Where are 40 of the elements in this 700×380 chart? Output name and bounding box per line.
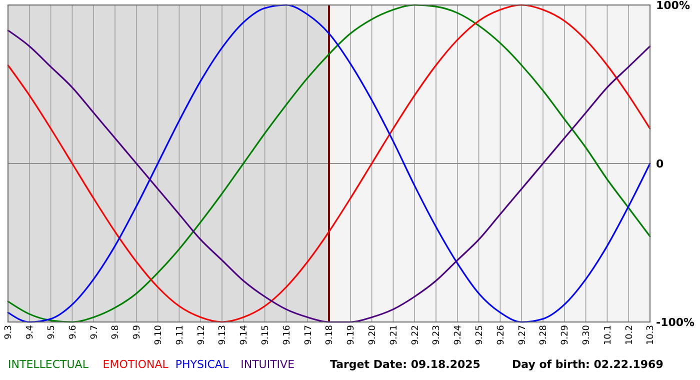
- x-tick-label: 9.14: [240, 324, 250, 346]
- x-tick-label: 10.1: [603, 325, 614, 346]
- x-tick-label: 9.23: [432, 325, 442, 346]
- x-tick-label: 9.17: [304, 325, 314, 346]
- text: EMOTIONAL: [102, 358, 170, 371]
- x-tick-label: 9.7: [90, 325, 100, 340]
- text: Target Date: 09.18.2025: [330, 358, 480, 371]
- x-tick-label: 9.6: [68, 324, 78, 340]
- text: PHYSICAL: [175, 358, 230, 371]
- x-tick-label: 9.5: [46, 325, 57, 340]
- x-tick-label: 9.26: [496, 324, 506, 346]
- x-tick-label: 9.9: [132, 324, 143, 340]
- y-tick-label: -100%: [656, 316, 695, 329]
- x-tick-label: 9.20: [368, 324, 378, 346]
- y-tick-label: 100%: [656, 0, 690, 12]
- y-tick-label: 0: [656, 157, 664, 170]
- x-tick-label: 9.8: [111, 324, 122, 340]
- x-tick-label: 9.22: [410, 325, 421, 346]
- x-tick-label: 10.2: [624, 325, 635, 346]
- x-tick-label: 9.29: [560, 324, 571, 346]
- x-tick-label: 9.27: [518, 325, 528, 346]
- x-tick-label: 9.18: [325, 324, 336, 346]
- x-tick-label: 9.28: [539, 324, 550, 346]
- x-tick-label: 10.3: [646, 325, 656, 346]
- x-tick-label: 9.12: [196, 325, 207, 346]
- x-tick-label: 9.19: [346, 324, 357, 346]
- x-tick-label: 9.24: [454, 324, 464, 346]
- x-tick-label: 9.13: [218, 325, 228, 346]
- x-tick-label: 9.21: [389, 325, 400, 346]
- x-tick-label: 9.4: [26, 324, 36, 340]
- text: Day of birth: 02.22.1969: [512, 358, 664, 371]
- x-tick-label: 9.25: [474, 325, 485, 346]
- x-tick-label: 9.15: [260, 325, 271, 346]
- text: INTELLECTUAL: [8, 358, 90, 371]
- x-tick-label: 9.16: [282, 324, 292, 346]
- x-tick-label: 9.11: [175, 325, 186, 346]
- x-tick-label: 9.30: [582, 324, 592, 346]
- text: INTUITIVE: [240, 358, 295, 371]
- x-tick-label: 9.10: [154, 324, 164, 346]
- x-tick-label: 9.3: [4, 325, 14, 340]
